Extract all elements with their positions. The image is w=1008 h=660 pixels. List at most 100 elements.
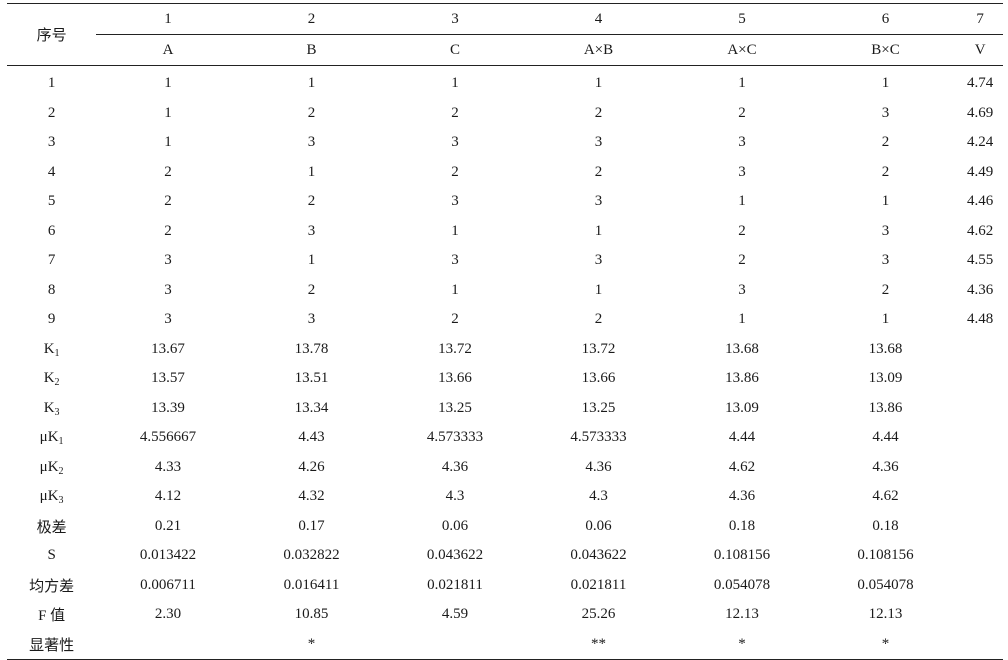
table-cell: 2 xyxy=(738,252,746,269)
table-cell: 3 xyxy=(307,222,316,239)
table-cell: 2 xyxy=(594,163,603,180)
column-number: 5 xyxy=(670,3,814,35)
table-cell: 3 xyxy=(164,311,172,328)
table-cell: 3 xyxy=(594,134,603,151)
row-label: S xyxy=(7,541,96,571)
table-cell: 4.44 xyxy=(728,429,756,446)
table-cell: 2 xyxy=(594,104,603,121)
row-label-text: μK xyxy=(39,458,59,475)
table-cell xyxy=(957,453,1003,483)
row-label-text: 均方差 xyxy=(29,578,75,595)
table-cell: 3 xyxy=(881,252,890,269)
table-cell: 1 xyxy=(164,104,172,121)
table-cell: 2 xyxy=(451,311,459,328)
row-label: μK2 xyxy=(7,453,96,483)
table-cell: 13.68 xyxy=(868,340,903,357)
row-label: 8 xyxy=(7,276,96,306)
table-row: 5 2 2 3 3 1 1 4.46 xyxy=(7,187,1003,217)
table-cell: 1 xyxy=(881,193,890,210)
table-cell xyxy=(957,512,1003,542)
table-cell: 3 xyxy=(738,134,746,151)
table-row: S 0.013422 0.032822 0.043622 0.043622 0.10815… xyxy=(7,541,1003,571)
table-cell xyxy=(383,629,527,660)
table-row: F 值 2.30 10.85 4.59 25.26 12.13 12.13 xyxy=(7,600,1003,630)
table-cell: * xyxy=(813,629,958,660)
row-label-text: 1 xyxy=(47,75,56,92)
table-cell xyxy=(957,364,1003,394)
table-cell: 2 xyxy=(881,163,890,180)
table-cell: 4.24 xyxy=(966,134,994,151)
row-label-text: K xyxy=(43,340,55,357)
row-label: 7 xyxy=(7,246,96,276)
table-cell: 0.108156 xyxy=(857,547,914,564)
table-cell: 13.09 xyxy=(725,399,759,416)
table-cell xyxy=(957,335,1003,365)
table-row: μK2 4.33 4.26 4.36 4.36 4.62 4.36 xyxy=(7,453,1003,483)
column-number: 3 xyxy=(383,3,527,35)
factor-header: B×C xyxy=(813,34,958,66)
table-cell: 1 xyxy=(594,281,603,298)
table-cell: 3 xyxy=(164,252,172,269)
row-label-text: S xyxy=(47,547,56,564)
row-label: 极差 xyxy=(7,512,96,542)
table-cell: 2 xyxy=(164,163,172,180)
table-cell: 1 xyxy=(881,75,890,92)
table-cell: 13.78 xyxy=(294,340,329,357)
table-cell: 13.72 xyxy=(438,340,472,357)
table-cell: 4.573333 xyxy=(426,429,484,446)
row-label: F 值 xyxy=(7,600,96,630)
table-cell: 3 xyxy=(307,311,316,328)
table-cell: 1 xyxy=(307,75,316,92)
table-cell: 3 xyxy=(451,134,459,151)
table-cell: ** xyxy=(526,629,671,660)
table-cell: 2 xyxy=(164,193,172,210)
row-label-subscript: 1 xyxy=(54,347,60,359)
table-cell: 2 xyxy=(164,222,172,239)
table-cell: 13.66 xyxy=(438,370,472,387)
table-cell: 1 xyxy=(738,75,746,92)
table-cell: 13.72 xyxy=(581,340,616,357)
row-label-text: 6 xyxy=(47,222,56,239)
row-label: μK1 xyxy=(7,423,96,453)
factor-header: A×C xyxy=(670,34,814,66)
table-cell: 2 xyxy=(307,281,316,298)
table-row: K1 13.67 13.78 13.72 13.72 13.68 13.68 xyxy=(7,335,1003,365)
row-label: K2 xyxy=(7,364,96,394)
table-cell: 4.3 xyxy=(445,488,465,505)
table-cell: 0.021811 xyxy=(427,576,483,593)
table-cell xyxy=(96,629,240,660)
table-row: K2 13.57 13.51 13.66 13.66 13.86 13.09 xyxy=(7,364,1003,394)
row-label-subscript: 3 xyxy=(58,495,64,507)
column-number-row: 序号 1 2 3 4 5 6 7 xyxy=(7,3,1003,66)
table-cell: 13.34 xyxy=(294,399,329,416)
column-number: 1 xyxy=(96,3,240,35)
row-label-text: μK xyxy=(39,429,59,446)
table-row: 9 3 3 2 2 1 1 4.48 xyxy=(7,305,1003,335)
table-row: 极差 0.21 0.17 0.06 0.06 0.18 0.18 xyxy=(7,512,1003,542)
row-label: 6 xyxy=(7,217,96,247)
table-body: 1 1 1 1 1 1 1 4.74 2 1 2 2 2 2 3 4.69 3 1 3 3 3 3 2 4.24 4 2 1 2 2 3 2… xyxy=(7,66,1003,660)
table-cell: 2 xyxy=(881,134,890,151)
table-cell: 3 xyxy=(307,134,316,151)
table-cell: 4.12 xyxy=(154,488,182,505)
table-cell: 2 xyxy=(738,104,746,121)
table-row: 显著性 * ** * * xyxy=(7,629,1003,660)
table-cell: 3 xyxy=(738,281,746,298)
table-cell: 4.36 xyxy=(872,458,899,475)
table-row: 均方差 0.006711 0.016411 0.021811 0.021811 0.054… xyxy=(7,571,1003,601)
table-row: 3 1 3 3 3 3 2 4.24 xyxy=(7,128,1003,158)
column-number: 6 xyxy=(813,3,958,35)
row-label-text: 5 xyxy=(47,193,56,210)
row-label: 4 xyxy=(7,158,96,188)
table-cell: 1 xyxy=(451,75,459,92)
table-cell: 3 xyxy=(738,163,746,180)
table-cell: 13.25 xyxy=(581,399,616,416)
column-number: 2 xyxy=(239,3,384,35)
table-cell: 12.13 xyxy=(868,606,903,623)
table-cell: 13.86 xyxy=(868,399,903,416)
table-cell: 4.26 xyxy=(298,458,325,475)
factor-header: C xyxy=(383,34,527,66)
table-cell: 3 xyxy=(164,281,172,298)
row-label-subscript: 3 xyxy=(54,406,60,418)
table-cell: 4.36 xyxy=(441,458,469,475)
